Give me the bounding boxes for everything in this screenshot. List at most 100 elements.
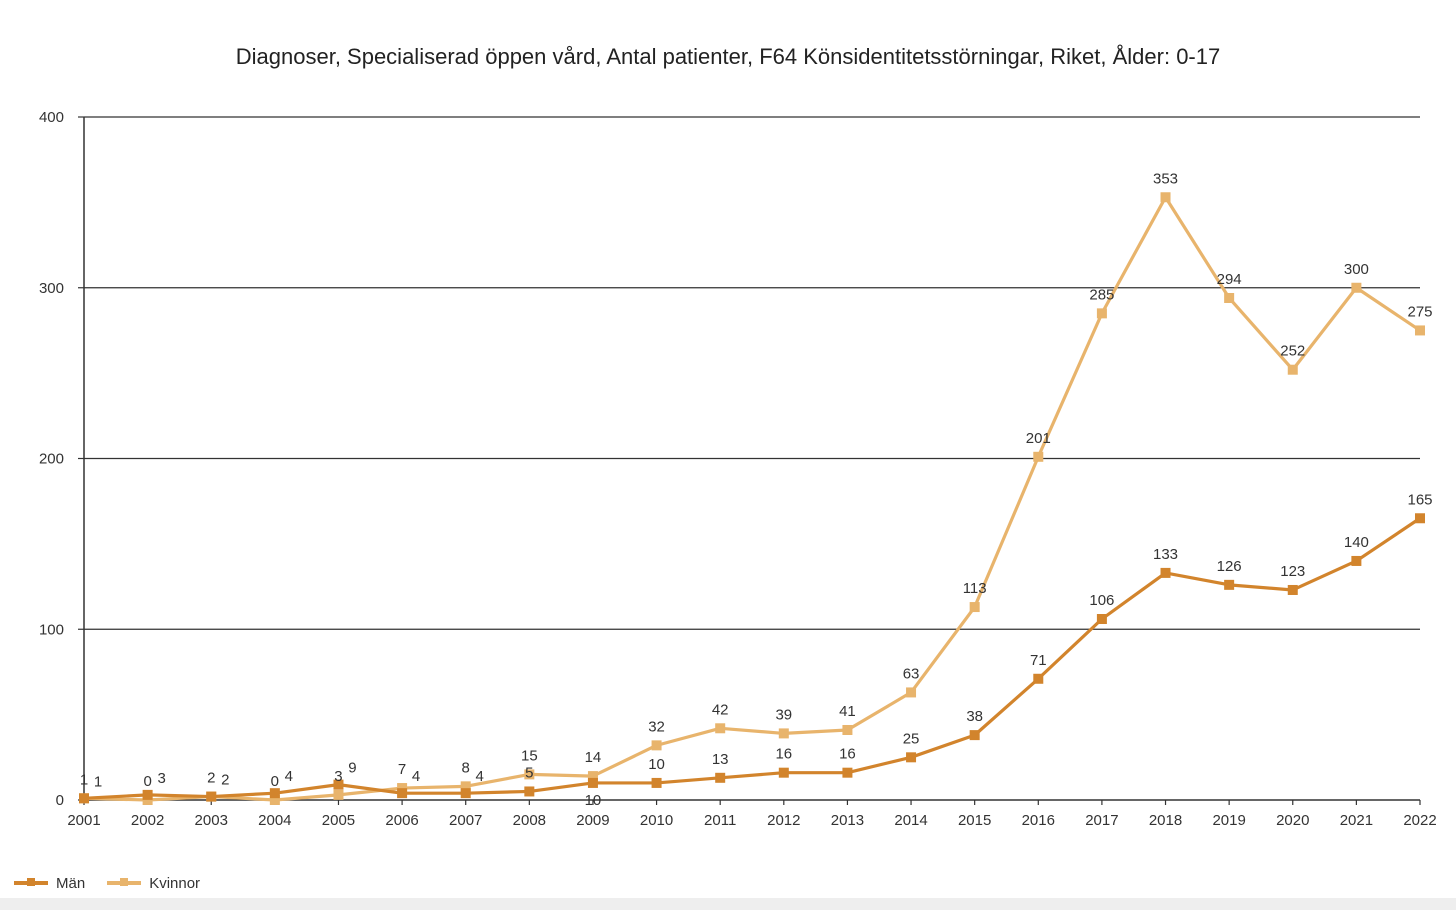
value-label-men-2002: 3 — [157, 770, 165, 787]
point-1-2022 — [1415, 325, 1425, 336]
point-1-2014 — [906, 687, 917, 698]
value-label-men-2014: 25 — [903, 730, 920, 747]
legend-label-women: Kvinnor — [149, 874, 201, 892]
x-tick-label-2006: 2006 — [385, 812, 418, 829]
value-label-women-2006: 7 — [398, 761, 406, 778]
value-label-men-2013: 16 — [839, 746, 856, 763]
point-1-2012 — [778, 728, 789, 739]
point-0-2012 — [778, 767, 789, 778]
point-0-2016 — [1033, 673, 1044, 684]
value-label-men-2004: 4 — [285, 768, 293, 785]
x-tick-label-2020: 2020 — [1276, 812, 1309, 829]
value-label-women-2020: 252 — [1280, 343, 1305, 360]
x-tick-label-2018: 2018 — [1149, 812, 1182, 829]
x-tick-label-2014: 2014 — [894, 812, 927, 829]
x-tick-label-2017: 2017 — [1085, 812, 1118, 829]
point-0-2010 — [651, 777, 662, 788]
y-tick-label-0: 0 — [56, 792, 64, 809]
value-label-men-2005: 9 — [348, 760, 356, 777]
point-0-2004 — [269, 788, 280, 799]
axes — [78, 116, 1421, 805]
point-0-2008 — [524, 786, 535, 797]
point-1-2005 — [333, 789, 344, 800]
value-label-men-2011: 13 — [712, 751, 729, 768]
y-tick-label-200: 200 — [39, 451, 64, 468]
value-label-women-2005: 3 — [334, 768, 342, 785]
value-label-men-2019: 126 — [1217, 558, 1242, 575]
value-label-men-2012: 16 — [775, 746, 792, 763]
point-0-2021 — [1351, 555, 1362, 566]
point-1-2017 — [1096, 308, 1107, 319]
y-tick-label-300: 300 — [39, 280, 64, 297]
y-tick-labels: 0 100 200 300 400 — [39, 109, 64, 809]
value-label-women-2012: 39 — [775, 706, 792, 723]
point-1-2009 — [587, 771, 598, 782]
value-label-women-2016: 201 — [1026, 430, 1051, 447]
point-0-2013 — [842, 767, 853, 778]
value-label-women-2008: 15 — [521, 747, 538, 764]
x-tick-label-2019: 2019 — [1212, 812, 1245, 829]
value-label-men-2008: 5 — [525, 764, 533, 781]
x-tick-label-2007: 2007 — [449, 812, 482, 829]
legend: Män Kvinnor — [14, 872, 200, 894]
x-tick-label-2005: 2005 — [322, 812, 355, 829]
value-label-men-2021: 140 — [1344, 534, 1369, 551]
legend-label-men: Män — [56, 874, 86, 892]
value-label-men-2017: 106 — [1089, 592, 1114, 609]
point-0-2001 — [79, 793, 89, 804]
value-label-women-2010: 32 — [648, 718, 665, 735]
point-0-2005 — [333, 779, 344, 790]
x-tick-label-2004: 2004 — [258, 812, 291, 829]
point-0-2009 — [587, 777, 598, 788]
x-tick-label-2011: 2011 — [704, 812, 736, 829]
value-label-women-2011: 42 — [712, 701, 729, 718]
point-0-2020 — [1287, 584, 1298, 595]
value-label-men-2001: 1 — [94, 773, 102, 790]
value-label-women-2004: 0 — [271, 773, 279, 790]
legend-item-men: Män — [14, 875, 85, 892]
point-1-2021 — [1351, 282, 1362, 293]
point-0-2015 — [969, 730, 980, 741]
series-line-0 — [83, 516, 1421, 800]
x-tick-label-2015: 2015 — [958, 812, 991, 829]
value-label-men-2016: 71 — [1030, 652, 1047, 669]
x-tick-label-2002: 2002 — [131, 812, 164, 829]
x-tick-label-2003: 2003 — [195, 812, 228, 829]
value-label-men-2003: 2 — [221, 772, 229, 789]
point-1-2019 — [1224, 292, 1235, 303]
point-1-2006 — [397, 783, 408, 794]
legend-swatch-men — [14, 878, 48, 886]
x-tick-label-2021: 2021 — [1340, 812, 1373, 829]
value-label-men-2007: 4 — [476, 768, 484, 785]
chart-title: Diagnoser, Specialiserad öppen vård, Ant… — [235, 44, 1221, 69]
point-0-2018 — [1160, 567, 1171, 578]
value-label-women-2009: 14 — [585, 749, 602, 766]
point-0-2006 — [397, 788, 408, 799]
x-tick-label-2008: 2008 — [513, 812, 546, 829]
value-label-women-2001: 1 — [80, 771, 88, 788]
point-0-2014 — [906, 752, 917, 763]
x-tick-label-2016: 2016 — [1022, 812, 1055, 829]
point-0-2007 — [460, 788, 471, 799]
point-1-2018 — [1160, 192, 1171, 203]
value-label-women-2022: 275 — [1407, 303, 1432, 320]
value-label-men-2009: 10 — [585, 792, 602, 809]
value-labels: 1 1 0 3 2 2 0 4 3 9 7 48415514103210421339164116632… — [80, 170, 1433, 809]
value-label-men-2015: 38 — [966, 708, 983, 725]
series-layer — [79, 192, 1425, 805]
value-label-women-2018: 353 — [1153, 170, 1178, 187]
y-tick-label-400: 400 — [39, 109, 64, 126]
value-label-women-2013: 41 — [839, 703, 856, 720]
value-label-women-2021: 300 — [1344, 261, 1369, 278]
point-0-2017 — [1096, 614, 1107, 625]
x-tick-label-2013: 2013 — [831, 812, 864, 829]
x-tick-label-2022: 2022 — [1403, 812, 1436, 829]
x-tick-label-2001: 2001 — [67, 812, 100, 829]
value-label-men-2020: 123 — [1280, 563, 1305, 580]
point-0-2011 — [715, 772, 726, 783]
value-label-women-2017: 285 — [1089, 286, 1114, 303]
point-1-2013 — [842, 724, 853, 735]
value-label-men-2022: 165 — [1407, 491, 1432, 508]
point-1-2007 — [460, 781, 471, 792]
